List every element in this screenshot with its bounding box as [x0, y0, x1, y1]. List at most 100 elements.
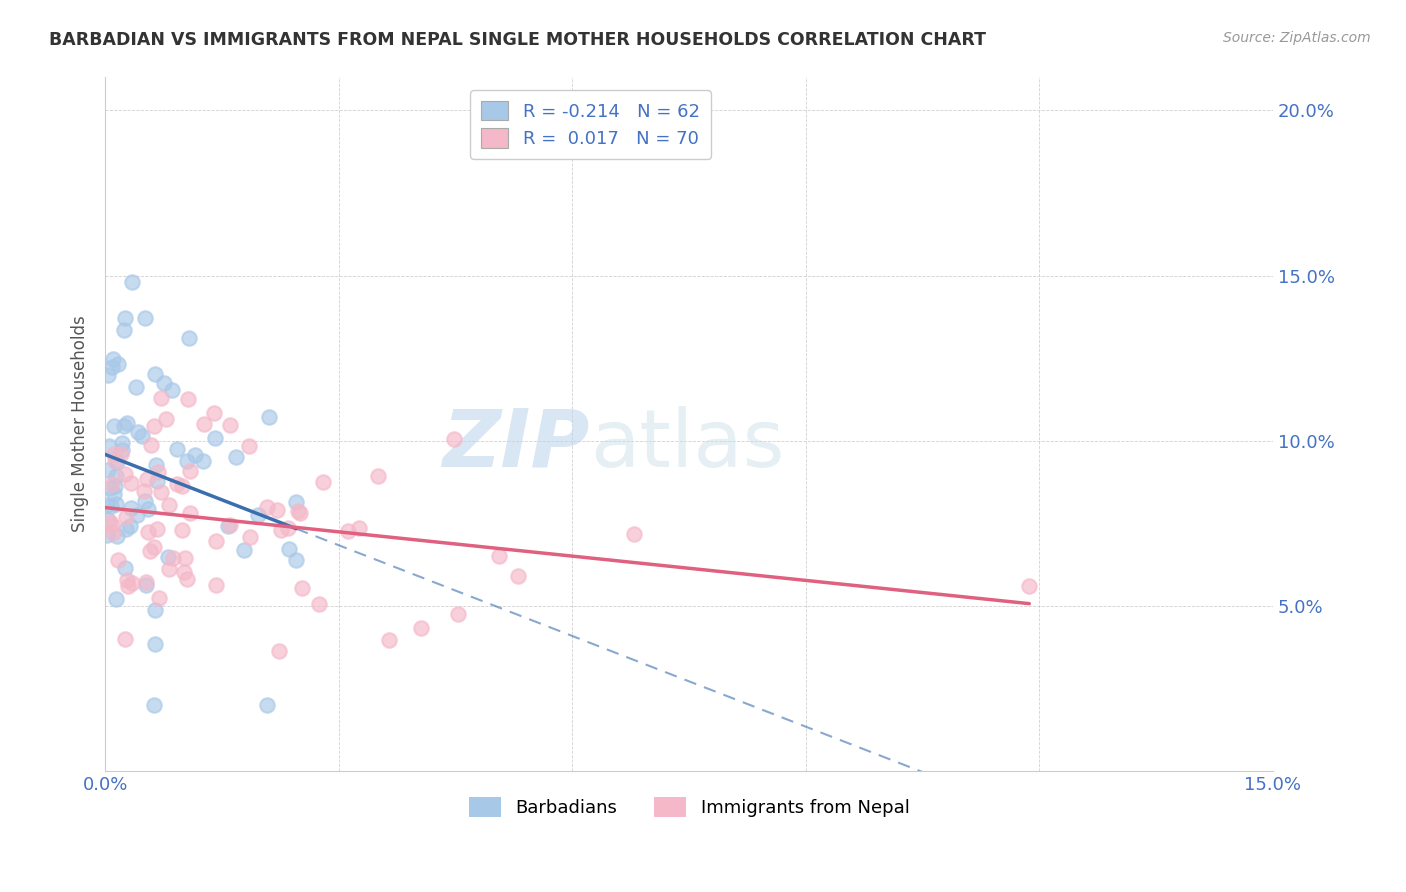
Point [101, 477, 124, 491]
Point [409, 621, 432, 635]
Point [97, 463, 120, 477]
Point [120, 518, 142, 533]
Point [623, 527, 645, 541]
Point [141, 438, 163, 452]
Point [98, 515, 121, 529]
Text: ZIP: ZIP [443, 406, 589, 483]
Point [217, 518, 239, 533]
Point [105, 468, 128, 483]
Point [96, 528, 118, 542]
Point [121, 275, 143, 289]
Point [145, 458, 167, 473]
Point [202, 406, 225, 420]
Point [104, 479, 127, 493]
Point [257, 410, 280, 425]
Point [204, 534, 226, 549]
Point [377, 632, 399, 647]
Point [103, 447, 125, 461]
Point [134, 494, 156, 508]
Point [139, 544, 162, 558]
Point [177, 392, 200, 406]
Point [105, 528, 128, 542]
Point [114, 467, 136, 481]
Point [104, 454, 127, 468]
Text: Source: ZipAtlas.com: Source: ZipAtlas.com [1223, 31, 1371, 45]
Point [443, 432, 465, 446]
Point [135, 575, 157, 590]
Point [115, 416, 138, 430]
Point [157, 549, 180, 564]
Point [110, 447, 132, 461]
Point [162, 550, 184, 565]
Point [347, 521, 370, 535]
Point [136, 472, 159, 486]
Point [112, 322, 135, 336]
Point [111, 436, 134, 450]
Point [179, 464, 201, 478]
Point [191, 453, 214, 467]
Point [177, 331, 200, 345]
Point [97, 513, 120, 527]
Point [179, 506, 201, 520]
Point [162, 383, 184, 397]
Point [103, 352, 125, 367]
Point [115, 573, 138, 587]
Point [157, 562, 180, 576]
Point [103, 526, 125, 541]
Point [285, 553, 308, 567]
Point [114, 522, 136, 536]
Legend: Barbadians, Immigrants from Nepal: Barbadians, Immigrants from Nepal [461, 789, 917, 824]
Point [114, 561, 136, 575]
Point [218, 417, 240, 432]
Point [136, 525, 159, 540]
Point [110, 443, 132, 458]
Point [105, 454, 128, 468]
Point [96, 498, 118, 512]
Point [114, 311, 136, 326]
Point [114, 632, 136, 647]
Point [155, 411, 177, 425]
Point [148, 591, 170, 606]
Point [311, 475, 333, 489]
Point [239, 530, 262, 544]
Point [143, 603, 166, 617]
Point [288, 506, 311, 520]
Point [142, 419, 165, 434]
Point [367, 468, 389, 483]
Point [173, 565, 195, 579]
Point [256, 698, 278, 712]
Point [336, 524, 359, 538]
Point [193, 417, 215, 431]
Point [172, 523, 194, 537]
Point [107, 553, 129, 567]
Point [120, 501, 142, 516]
Point [132, 484, 155, 499]
Point [149, 391, 172, 405]
Point [247, 508, 270, 522]
Text: atlas: atlas [589, 406, 785, 483]
Point [488, 549, 510, 563]
Point [225, 450, 247, 464]
Point [277, 521, 299, 535]
Point [284, 494, 307, 508]
Point [101, 360, 124, 375]
Point [176, 454, 198, 468]
Point [256, 500, 278, 514]
Point [233, 543, 256, 558]
Point [204, 431, 226, 445]
Point [115, 509, 138, 524]
Point [308, 597, 330, 611]
Point [506, 568, 529, 582]
Point [143, 698, 166, 712]
Point [174, 551, 197, 566]
Point [1018, 579, 1040, 593]
Point [97, 368, 120, 382]
Point [157, 498, 180, 512]
Point [149, 484, 172, 499]
Point [103, 418, 125, 433]
Point [170, 479, 193, 493]
Point [107, 357, 129, 371]
Point [277, 541, 299, 556]
Point [176, 572, 198, 586]
Point [146, 522, 169, 536]
